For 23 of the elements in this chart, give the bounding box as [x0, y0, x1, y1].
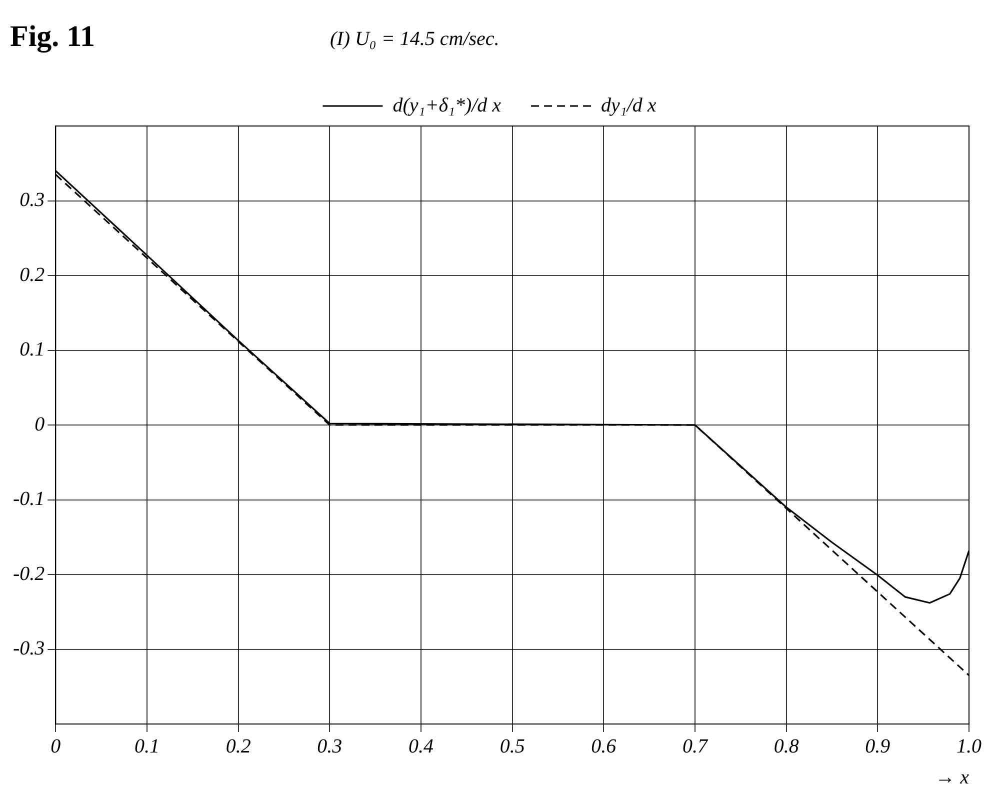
x-tick-label: 0.4 — [408, 735, 434, 758]
x-tick-label: 0.5 — [500, 735, 525, 758]
y-tick-label: 0.2 — [20, 264, 45, 286]
chart-title: Fig. 11 — [10, 20, 96, 53]
legend-label: d(y₁+δ₁*)/d x — [392, 94, 502, 116]
x-tick-label: 1.0 — [956, 735, 982, 758]
x-tick-label: 0.8 — [774, 735, 799, 758]
x-tick-label: 0.7 — [682, 735, 708, 758]
y-tick-label: -0.1 — [12, 488, 45, 510]
x-tick-label: 0.3 — [317, 735, 342, 758]
legend-label: dy₁/d x — [601, 94, 656, 116]
y-tick-label: 0 — [34, 413, 45, 436]
text: (I) U₀ = 14.5 cm/sec. — [330, 28, 500, 51]
y-tick-label: 0.1 — [20, 338, 45, 360]
x-tick-label: 0.2 — [226, 735, 251, 758]
y-tick-label: -0.3 — [12, 638, 45, 660]
x-axis-title: → x — [935, 766, 970, 788]
x-tick-label: 0.1 — [134, 735, 160, 758]
y-tick-label: -0.2 — [12, 562, 45, 585]
y-tick-label: 0.3 — [20, 189, 45, 211]
x-tick-label: 0.9 — [865, 735, 890, 758]
x-tick-label: 0 — [50, 735, 61, 758]
x-tick-label: 0.6 — [591, 735, 616, 758]
